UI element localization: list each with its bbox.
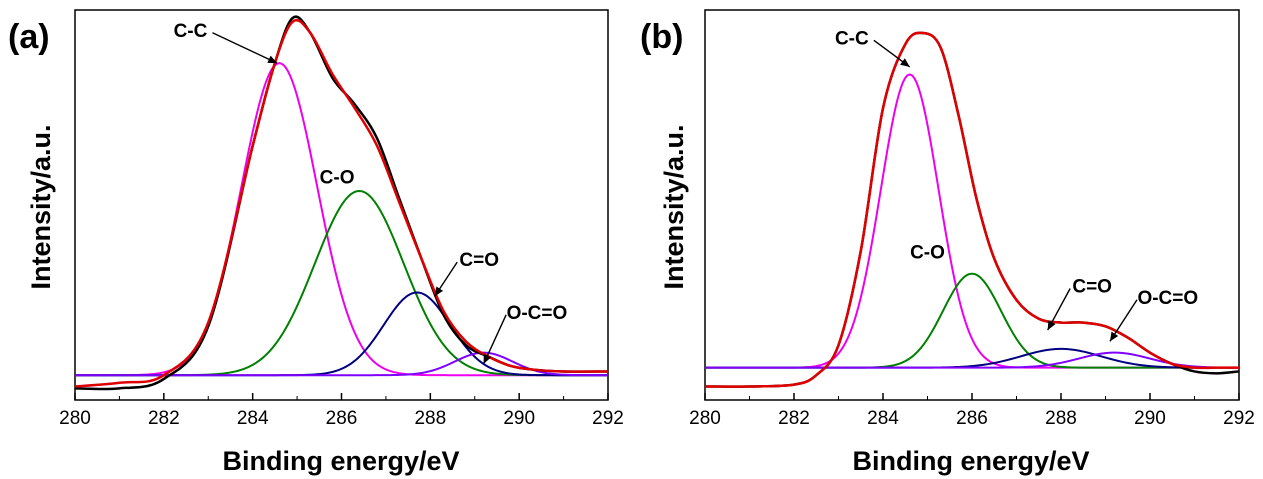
panel-a: (a) Intensity/a.u. Binding energy/eV 280… — [8, 9, 624, 476]
annotation-label-a: O-C=O — [507, 303, 568, 324]
x-tick-label-b: 282 — [778, 408, 810, 429]
peak-o-c-eq-o-b — [705, 351, 1240, 369]
fitted-envelope-b — [704, 31, 1239, 388]
annotation-arrowhead-b — [900, 58, 910, 67]
raw-spectrum-b — [704, 31, 1240, 388]
peak-o-c-eq-o-a — [75, 351, 608, 377]
x-tick-label-b: 288 — [1045, 408, 1077, 429]
annotation-label-b: C-O — [910, 243, 945, 264]
panel-b: (b) Intensity/a.u. Binding energy/eV 280… — [640, 9, 1255, 476]
plot-area-a: 280 282 284 286 288 290 292 C-C C-O C=O O-C=O — [59, 9, 624, 429]
annotation-arrow-a — [212, 32, 278, 64]
annotation-arrow-a — [482, 314, 507, 365]
y-axis-title-a: Intensity/a.u. — [26, 124, 56, 289]
annotation-arrowhead-a — [483, 354, 492, 364]
x-tick-label-a: 284 — [237, 408, 269, 429]
annotation-label-b: C=O — [1072, 276, 1112, 297]
x-tick-label-b: 284 — [867, 408, 899, 429]
plot-area-b: 280 282 284 286 288 290 292 C-C C-O C=O O-C=O — [689, 9, 1255, 429]
x-tick-label-a: 288 — [414, 408, 446, 429]
annotation-label-a: C=O — [459, 250, 499, 271]
x-tick-label-b: 280 — [689, 408, 721, 429]
x-tick-label-b: 290 — [1134, 408, 1166, 429]
peak-c-c-a — [75, 62, 608, 377]
plot-frame-b — [704, 9, 1240, 401]
peak-c-o-a — [75, 189, 608, 377]
panel-label-b: (b) — [640, 18, 683, 56]
annotation-arrowhead-b — [1047, 320, 1056, 331]
annotation-arrowhead-a — [434, 286, 444, 297]
x-tick-label-a: 280 — [59, 408, 91, 429]
x-tick-label-b: 286 — [956, 408, 988, 429]
annotation-arrowhead-b — [1109, 331, 1119, 342]
panel-label-a: (a) — [8, 18, 50, 56]
annotation-label-b: O-C=O — [1137, 288, 1198, 309]
x-tick-label-a: 292 — [592, 408, 624, 429]
annotation-label-a: C-O — [320, 167, 355, 188]
x-axis-title-b: Binding energy/eV — [852, 446, 1089, 476]
y-axis-title-b: Intensity/a.u. — [659, 124, 689, 289]
x-tick-label-a: 282 — [148, 408, 180, 429]
annotation-label-a: C-C — [174, 21, 208, 42]
x-axis-title-a: Binding energy/eV — [222, 446, 459, 476]
raw-spectrum-a — [74, 15, 609, 391]
x-tick-label-a: 286 — [326, 408, 358, 429]
annotation-label-b: C-C — [835, 28, 869, 49]
peak-c-c-b — [705, 73, 1239, 369]
x-tick-label-b: 292 — [1223, 408, 1255, 429]
annotation-arrowhead-a — [267, 55, 278, 64]
fitted-envelope-a — [74, 18, 609, 388]
x-tick-label-a: 290 — [503, 408, 535, 429]
